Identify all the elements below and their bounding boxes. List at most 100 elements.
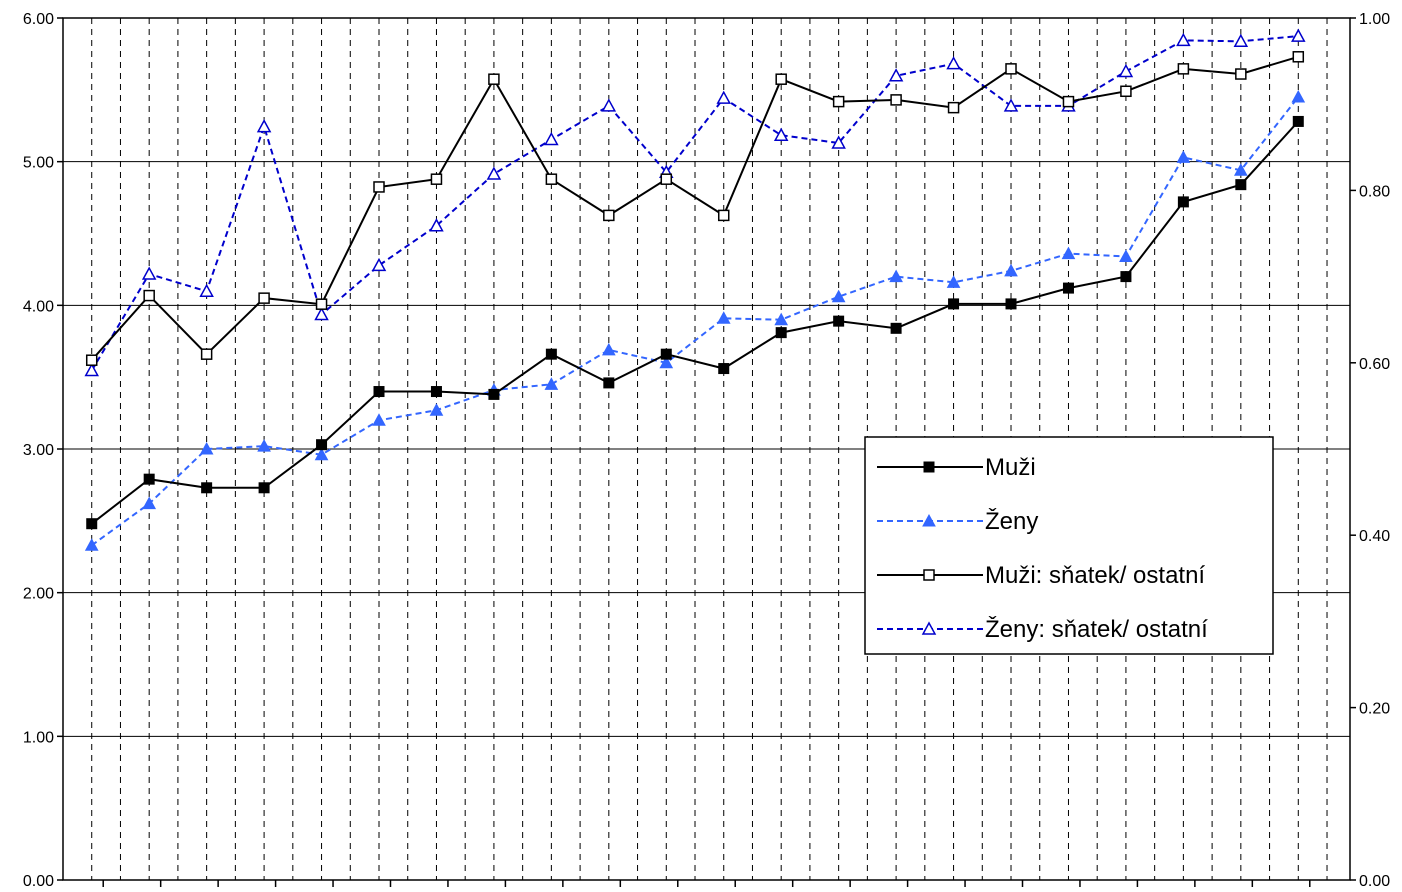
data-point <box>86 518 98 530</box>
data-point <box>888 68 904 82</box>
data-point <box>200 348 213 360</box>
data-point <box>659 355 674 369</box>
data-point <box>373 181 385 193</box>
data-point <box>1235 68 1247 80</box>
data-point <box>199 283 214 298</box>
data-point <box>1291 28 1306 42</box>
data-point <box>1003 98 1019 112</box>
legend-label: Muži: sňatek/ ostatní <box>985 562 1205 589</box>
data-point <box>373 386 385 398</box>
data-point <box>429 218 444 232</box>
series-2 <box>85 51 1305 366</box>
data-point <box>660 348 672 360</box>
data-point <box>544 131 559 146</box>
data-point <box>946 56 961 70</box>
data-point <box>257 439 271 452</box>
data-point <box>718 363 730 375</box>
data-point <box>1176 150 1191 163</box>
data-point <box>948 298 960 310</box>
data-point <box>774 312 789 326</box>
data-point <box>429 403 444 416</box>
legend-label: Ženy: sňatek/ ostatní <box>985 616 1208 643</box>
legend-label: Muži <box>985 454 1036 481</box>
data-point <box>488 73 500 85</box>
data-point <box>142 496 157 510</box>
data-point <box>1005 298 1017 310</box>
data-point <box>85 354 98 366</box>
data-point <box>1177 63 1190 75</box>
data-point <box>889 269 903 283</box>
series-line <box>90 35 1299 372</box>
x-axis-ticks <box>102 880 1311 887</box>
left-tick-label: 5.00 <box>23 155 54 172</box>
left-tick-label: 2.00 <box>23 586 54 603</box>
right-tick-label: 0.00 <box>1359 873 1390 890</box>
right-tick-label: 0.40 <box>1359 528 1390 545</box>
right-tick-label: 0.60 <box>1359 356 1390 373</box>
data-point <box>371 257 387 272</box>
left-tick-label: 4.00 <box>23 298 54 315</box>
data-point <box>890 322 902 334</box>
left-tick-label: 0.00 <box>23 873 54 890</box>
data-point <box>201 482 213 494</box>
right-tick-label: 1.00 <box>1359 11 1390 28</box>
series-1 <box>84 89 1306 551</box>
data-point <box>545 348 557 360</box>
data-point <box>717 209 730 222</box>
data-point <box>773 127 789 141</box>
data-point <box>946 275 961 288</box>
data-point <box>1062 282 1074 294</box>
data-point <box>660 173 673 185</box>
right-tick-label: 0.80 <box>1359 183 1390 200</box>
data-point <box>1062 95 1075 108</box>
data-point <box>314 306 329 321</box>
data-point <box>84 362 99 377</box>
data-point <box>1120 271 1132 283</box>
legend-marker <box>921 621 937 635</box>
series-line <box>91 96 1300 547</box>
right-tick-label: 0.20 <box>1359 701 1390 718</box>
legend-marker <box>923 569 935 581</box>
data-point <box>716 311 731 324</box>
data-point <box>832 95 845 108</box>
series-layer <box>84 28 1306 551</box>
data-point <box>1233 163 1248 176</box>
data-point <box>1176 32 1191 47</box>
left-tick-label: 6.00 <box>23 11 54 28</box>
right-y-axis: 0.00 0.20 0.40 0.60 0.80 1.00 <box>1350 11 1390 890</box>
data-point <box>544 377 559 390</box>
data-point <box>486 166 502 180</box>
data-point <box>430 173 443 185</box>
data-point <box>1061 246 1076 260</box>
data-point <box>831 289 846 303</box>
data-point <box>372 413 386 426</box>
left-tick-label: 1.00 <box>23 729 54 746</box>
data-point <box>143 473 155 485</box>
data-point <box>488 388 500 400</box>
data-point <box>1119 249 1133 262</box>
series-line <box>90 55 1299 361</box>
data-point <box>199 441 214 455</box>
data-point <box>831 135 846 149</box>
series-0 <box>86 115 1304 530</box>
legend-box <box>864 436 1274 655</box>
data-point <box>1233 33 1249 48</box>
data-point <box>256 119 272 133</box>
data-point <box>1118 63 1134 78</box>
legend-marker <box>922 513 936 527</box>
data-point <box>1177 196 1189 208</box>
data-point <box>315 298 328 310</box>
data-point <box>1120 85 1132 98</box>
left-tick-label: 3.00 <box>23 442 54 459</box>
data-point <box>890 94 902 106</box>
data-point <box>314 447 329 461</box>
data-point <box>603 377 615 389</box>
data-point <box>601 342 616 356</box>
data-point <box>716 90 732 104</box>
data-point <box>1291 89 1306 103</box>
left-y-axis: 0.00 1.00 2.00 3.00 4.00 5.00 6.00 <box>23 11 63 890</box>
data-point <box>545 173 558 185</box>
data-point <box>143 289 155 302</box>
data-point <box>1004 263 1018 277</box>
